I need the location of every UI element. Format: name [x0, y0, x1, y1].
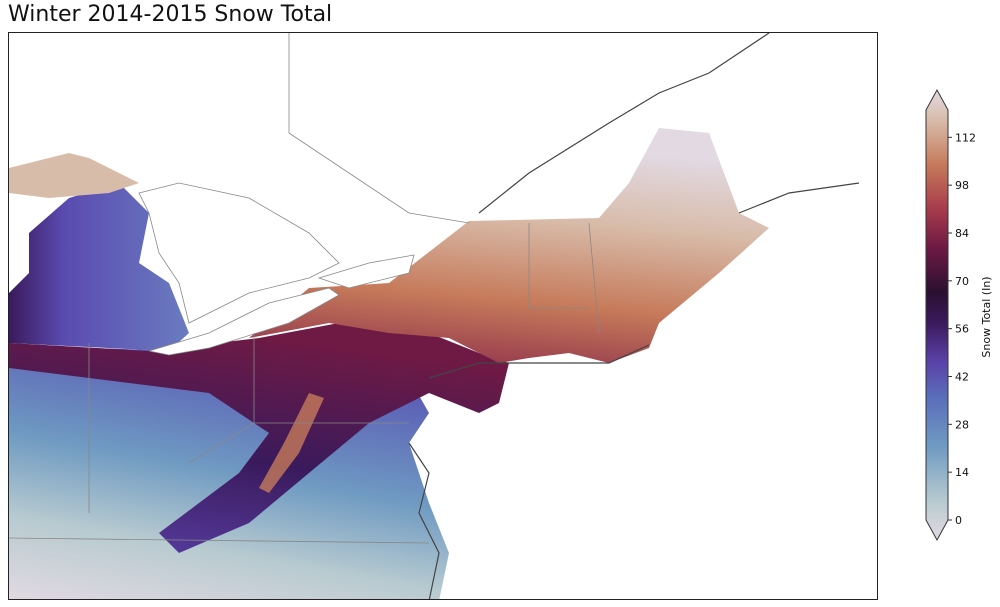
lake-erie — [148, 287, 340, 356]
coastline — [408, 33, 860, 599]
lake-huron-canada — [138, 182, 340, 324]
colorbar-tick-label: 84 — [955, 227, 969, 240]
region-ridge — [259, 393, 324, 493]
colorbar-tick-label: 0 — [955, 514, 962, 527]
colorbar-label: Snow Total (In) — [980, 276, 993, 357]
region-northeast — [249, 128, 769, 363]
colorbar-tick-label: 14 — [955, 466, 969, 479]
colorbar-tick-label: 28 — [955, 418, 969, 431]
lake-ontario — [317, 254, 415, 289]
colorbar-tick-label: 42 — [955, 371, 969, 384]
map-title: Winter 2014-2015 Snow Total — [8, 2, 333, 27]
colorbar-tick-label: 70 — [955, 275, 969, 288]
colorbar-tick-label: 112 — [955, 131, 976, 144]
state-borders — [9, 33, 600, 544]
region-michigan — [9, 183, 189, 351]
colorbar-tick-label: 56 — [955, 323, 969, 336]
colorbar-tick-label: 98 — [955, 179, 969, 192]
region-upper-peninsula — [9, 153, 139, 198]
region-band — [9, 323, 509, 553]
colorbar: 0 14 28 42 56 70 84 98 112 Snow Total (In) — [915, 85, 1000, 550]
colorbar-body — [925, 88, 949, 542]
snow-total-map — [8, 32, 878, 600]
